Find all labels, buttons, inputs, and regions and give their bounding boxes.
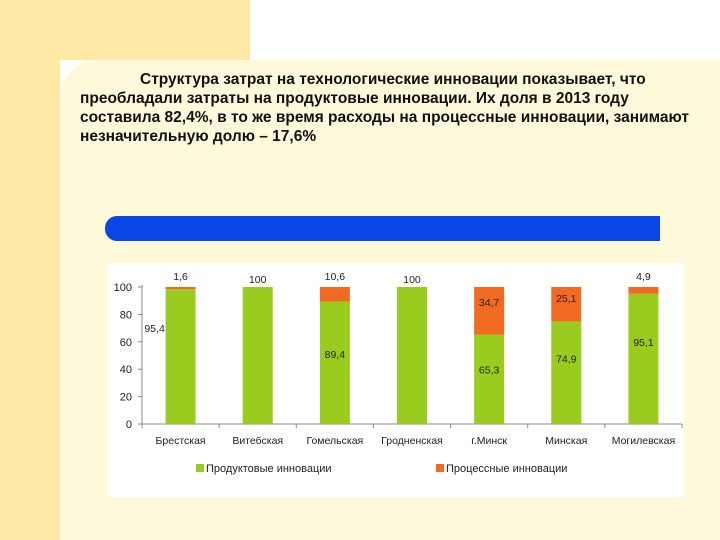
- y-tick-label: 80: [120, 309, 132, 321]
- data-label-product: 89,4: [325, 349, 346, 361]
- legend-label-process: Процессные инновации: [446, 463, 567, 475]
- y-tick-label: 60: [120, 337, 132, 349]
- left-decor-band: [0, 0, 60, 540]
- bar-product-2: [319, 301, 350, 424]
- y-tick-label: 40: [120, 364, 132, 376]
- bar-product-5: [551, 321, 582, 424]
- data-label-product: 95,1: [633, 337, 654, 349]
- x-tick-label: Минская: [545, 435, 587, 447]
- legend-swatch-product: [196, 464, 204, 472]
- data-label-process: 1,6: [173, 271, 188, 283]
- bar-process-0: [165, 287, 196, 290]
- x-tick-label: Гомельская: [306, 435, 363, 447]
- bar-process-4: [474, 287, 505, 335]
- y-tick-label: 20: [120, 392, 132, 404]
- top-decor-band: [60, 0, 250, 60]
- x-tick-label: г.Минск: [471, 435, 507, 447]
- data-label-product: 95,4: [144, 323, 165, 335]
- legend-label-product: Продуктовые инновации: [206, 463, 332, 475]
- data-label-product: 65,3: [479, 364, 500, 376]
- bar-product-4: [474, 334, 505, 424]
- bar-process-6: [628, 287, 659, 294]
- y-tick-label: 100: [114, 282, 132, 294]
- x-tick-label: Гродненская: [381, 435, 443, 447]
- x-tick-label: Брестская: [156, 435, 206, 447]
- data-label-process: 34,7: [479, 297, 500, 309]
- slide-text: Структура затрат на технологические инно…: [80, 71, 689, 145]
- data-label-product: 100: [249, 274, 267, 286]
- data-label-process: 4,9: [636, 271, 651, 283]
- bar-product-0: [165, 289, 196, 424]
- y-tick-label: 0: [126, 419, 132, 431]
- bar-process-2: [319, 287, 350, 302]
- x-tick-label: Могилевская: [612, 435, 675, 447]
- data-label-process: 10,6: [325, 271, 346, 283]
- legend-swatch-process: [436, 464, 444, 472]
- chart-svg: 0 20 40 60 80 100 Брестская 95,4 1,6 Витебская 100…: [114, 271, 683, 475]
- bar-product-1: [242, 287, 273, 424]
- x-tick-label: Витебская: [232, 435, 283, 447]
- bar-product-6: [628, 293, 659, 424]
- data-label-product: 74,9: [556, 353, 577, 365]
- data-label-process: 25,1: [556, 293, 577, 305]
- bar-product-3: [397, 287, 427, 424]
- accent-bar: [105, 216, 660, 241]
- stacked-bar-chart: 0 20 40 60 80 100 Брестская 95,4 1,6 Витебская 100…: [108, 263, 684, 497]
- bar-process-5: [551, 287, 582, 322]
- data-label-product: 100: [403, 274, 421, 286]
